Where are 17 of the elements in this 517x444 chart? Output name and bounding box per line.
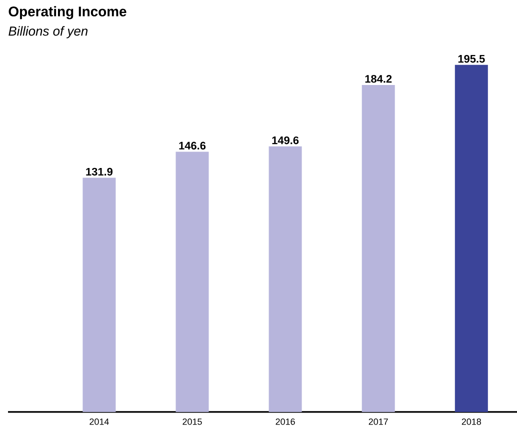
data-label: 131.9 bbox=[86, 168, 112, 176]
bar bbox=[268, 146, 302, 412]
bar bbox=[176, 152, 209, 412]
x-tick-label: 2016 bbox=[276, 418, 295, 425]
x-tick-label: 2017 bbox=[368, 418, 388, 425]
bar bbox=[454, 64, 488, 412]
bar bbox=[362, 84, 395, 412]
data-label: 195.5 bbox=[458, 54, 485, 63]
data-label: 184.2 bbox=[365, 75, 392, 83]
chart-subtitle: Billions of yen bbox=[8, 26, 88, 38]
x-tick-label: 2014 bbox=[90, 418, 109, 425]
bar bbox=[82, 178, 116, 412]
data-label: 149.6 bbox=[272, 136, 299, 144]
chart-title: Operating Income bbox=[8, 6, 126, 20]
x-tick-label: 2018 bbox=[462, 418, 481, 425]
data-label: 146.6 bbox=[179, 142, 206, 150]
x-tick-label: 2015 bbox=[182, 418, 202, 425]
